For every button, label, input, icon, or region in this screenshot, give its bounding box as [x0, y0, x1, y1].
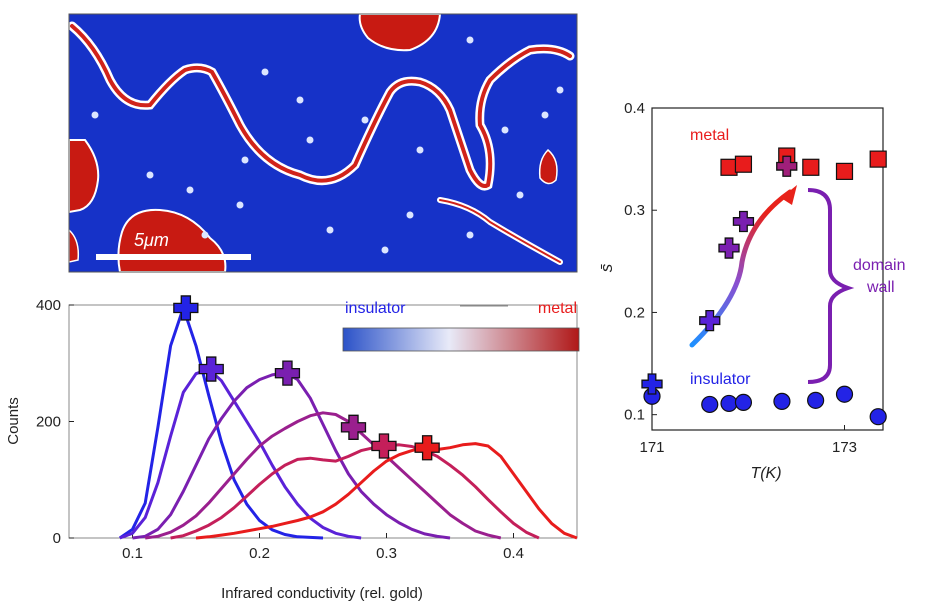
histogram-x-tick-label: 0.2 [249, 545, 270, 562]
scatter-y-tick-label: 0.3 [624, 202, 645, 219]
conductivity-map-image: 5μm [69, 14, 577, 272]
map-speck [261, 68, 269, 76]
domain-wall-branch-core [439, 199, 561, 263]
insulator-circle-point [835, 385, 854, 403]
scatter-x-label: T(K) [750, 465, 781, 482]
metal-square-point [802, 158, 820, 176]
histogram-y-tick-label: 200 [36, 414, 61, 431]
histogram-peak-marker [414, 435, 440, 461]
insulator-circle-point [807, 391, 825, 409]
histogram-peak-marker [371, 433, 397, 459]
map-speck [516, 191, 524, 199]
histogram-lines [118, 306, 578, 540]
histogram-series-line [118, 306, 324, 540]
insulator-circle-point [701, 395, 719, 414]
colorbar [342, 327, 580, 352]
map-speck [326, 226, 334, 234]
map-speck [296, 96, 304, 104]
histogram-y-tick-label: 400 [36, 297, 61, 314]
scatter-frame [651, 107, 884, 431]
scatter-chart: 171 173 0.1 0.2 0.3 0.4 metal insulator domai… [597, 100, 905, 482]
map-speck [306, 136, 314, 144]
map-speck [241, 156, 249, 164]
domain-wall-core [70, 24, 572, 188]
histogram-x-tick-label: 0.1 [122, 545, 143, 562]
map-speck [146, 171, 154, 179]
histogram-peak-marker [173, 295, 199, 321]
scale-bar-label: 5μm [134, 230, 169, 250]
histogram-x-label: Infrared conductivity (rel. gold) [221, 585, 423, 602]
map-frame [68, 13, 578, 273]
histogram-x-tick-label: 0.4 [503, 545, 524, 562]
insulator-circle-point [734, 393, 753, 411]
histogram-x-tick-label: 0.3 [376, 545, 397, 562]
map-speck [236, 201, 244, 209]
histogram-series-line [195, 442, 578, 540]
metal-annotation: metal [690, 127, 729, 144]
map-speck [466, 36, 474, 44]
scatter-x-tick-label: 173 [832, 439, 857, 456]
domain-wall-annotation-line2: wall [866, 279, 895, 296]
map-speck [91, 111, 99, 119]
map-speck [556, 86, 564, 94]
metal-square-point [835, 162, 854, 180]
map-speck [466, 231, 474, 239]
scatter-x-tick-label: 171 [639, 439, 664, 456]
histogram-series-line [132, 371, 451, 540]
metal-blob-top [358, 14, 442, 52]
transition-arrow-head [781, 185, 797, 205]
insulator-annotation: insulator [690, 371, 751, 388]
domain-wall-annotation-line1: domain [853, 257, 905, 274]
scatter-y-label: s̄ [597, 263, 616, 272]
domain-wall-plus-point [641, 373, 663, 395]
histogram-peak-marker [340, 414, 367, 440]
colorbar-metal-label: metal [538, 300, 577, 317]
map-specks [91, 36, 564, 254]
map-speck [201, 231, 209, 239]
map-speck [381, 246, 389, 254]
domain-wall-plus-point [718, 237, 740, 259]
domain-wall-brace [807, 188, 855, 384]
map-speck [501, 126, 509, 134]
map-speck [416, 146, 424, 154]
scatter-y-tick-label: 0.1 [624, 407, 645, 424]
histogram-peak-marker [274, 360, 301, 386]
histogram-y-tick-label: 0 [53, 530, 61, 547]
insulator-circle-point [773, 392, 791, 410]
scatter-points [641, 147, 887, 426]
colorbar-insulator-label: insulator [345, 300, 406, 317]
map-speck [541, 111, 549, 119]
domain-wall-plus-point [699, 309, 721, 332]
metal-square-point [869, 150, 887, 168]
histogram-chart: 0.1 0.2 0.3 0.4 0 200 400 insulator metal Coun… [5, 295, 580, 602]
map-speck [186, 186, 194, 194]
metal-blob-left [69, 139, 100, 214]
map-speck [361, 116, 369, 124]
metal-square-point [720, 158, 738, 176]
histogram-peaks [173, 295, 440, 461]
histogram-series-line [170, 443, 540, 540]
histogram-series-line [145, 411, 502, 540]
metal-square-point [734, 155, 753, 173]
map-speck [406, 211, 414, 219]
histogram-series-line [119, 367, 362, 540]
scale-bar [96, 254, 251, 260]
scatter-ticks: 171 173 0.1 0.2 0.3 0.4 [624, 100, 857, 456]
metal-blob-left-low [69, 228, 80, 263]
metal-blob-right [538, 148, 558, 185]
histogram-y-label: Counts [5, 397, 22, 445]
domain-wall-plus-point [732, 210, 755, 233]
scatter-y-tick-label: 0.2 [624, 304, 645, 321]
histogram-ticks: 0.1 0.2 0.3 0.4 0 200 400 [36, 297, 524, 562]
domain-wall-plus-point [776, 155, 798, 177]
scatter-y-tick-label: 0.4 [624, 100, 645, 117]
histogram-peak-marker [198, 356, 224, 382]
insulator-circle-point [869, 408, 887, 426]
insulator-circle-point [720, 394, 738, 413]
